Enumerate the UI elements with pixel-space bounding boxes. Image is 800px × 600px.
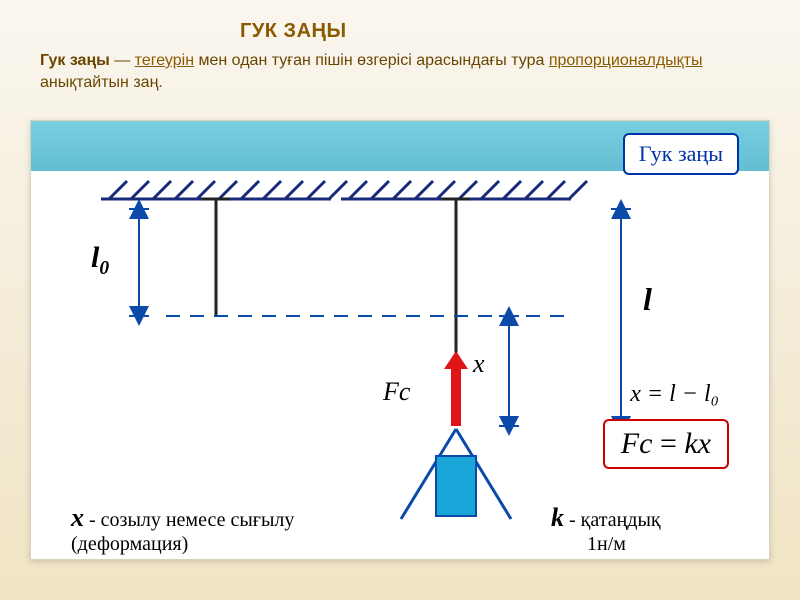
sym-l: l — [643, 281, 652, 318]
link-proportional[interactable]: пропорционалдықты — [549, 52, 703, 69]
diagram-panel: Гук заңы l0 l x Fc x = l − l₀ Fc = kx x … — [30, 120, 770, 560]
sym-x: x — [473, 349, 485, 379]
link-tegeurin[interactable]: тегеурін — [135, 52, 194, 69]
k-definition: k - қатаңдық 1н/м — [551, 503, 661, 556]
page-title: ГУК ЗАҢЫ — [240, 20, 347, 43]
eq-fc-box: Fc = kx — [603, 419, 729, 469]
desc-dash: — — [110, 52, 135, 69]
desc-lead: Гук заңы — [40, 52, 110, 69]
physics-diagram — [31, 121, 771, 561]
sym-fc: Fc — [383, 377, 410, 407]
description: Гук заңы — тегеурін мен одан туған пішін… — [40, 50, 740, 93]
desc-mid: мен одан туған пішін өзгерісі арасындағы… — [194, 52, 549, 69]
desc-tail: анықтайтын заң. — [40, 74, 163, 91]
sym-l0: l0 — [91, 241, 109, 280]
x-definition: x - созылу немесе сығылу (деформация) — [71, 503, 401, 556]
eq-x: x = l − l₀ — [630, 381, 719, 408]
